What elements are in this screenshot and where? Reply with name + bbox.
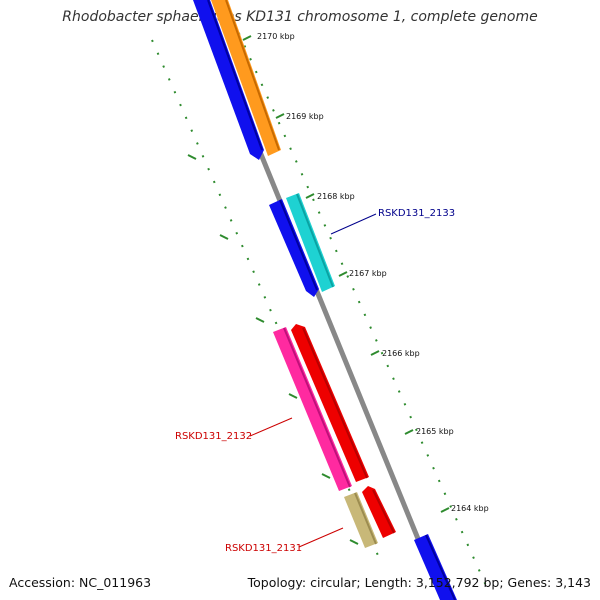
gene-blue-middle[interactable] bbox=[269, 199, 319, 297]
gene-khaki[interactable] bbox=[344, 492, 378, 548]
gene-label-rskd131-2131[interactable]: RSKD131_2131 bbox=[225, 543, 302, 554]
tick-label-2165: 2165 kbp bbox=[416, 427, 454, 436]
tick-label-2168: 2168 kbp bbox=[317, 192, 355, 201]
topology-text: Topology: circular; Length: 3,152,792 bp… bbox=[247, 575, 591, 590]
gene-orange[interactable] bbox=[211, 0, 281, 156]
label-line-2133 bbox=[330, 213, 377, 235]
label-line-2131 bbox=[298, 527, 344, 548]
gene-red-lower[interactable] bbox=[362, 486, 396, 538]
accession-text: Accession: NC_011963 bbox=[9, 575, 152, 590]
gene-label-rskd131-2132[interactable]: RSKD131_2132 bbox=[175, 431, 252, 442]
tick-label-2169: 2169 kbp bbox=[286, 112, 324, 121]
gene-pink[interactable] bbox=[273, 327, 352, 491]
map-title: Rhodobacter sphaeroides KD131 chromosome… bbox=[62, 9, 538, 25]
gene-cyan[interactable] bbox=[286, 193, 335, 292]
outer-major-ticks bbox=[242, 35, 450, 513]
gene-blue-top[interactable] bbox=[193, 0, 264, 160]
gene-label-rskd131-2133[interactable]: RSKD131_2133 bbox=[378, 208, 455, 219]
gene-red-upper[interactable] bbox=[291, 324, 369, 482]
gene-blue-bottom[interactable] bbox=[414, 534, 457, 600]
tick-label-2167: 2167 kbp bbox=[349, 269, 387, 278]
tick-label-2164: 2164 kbp bbox=[451, 504, 489, 513]
label-line-2132 bbox=[249, 417, 293, 437]
inner-major-ticks bbox=[187, 154, 359, 545]
tick-label-2166: 2166 kbp bbox=[382, 349, 420, 358]
tick-label-2170: 2170 kbp bbox=[257, 32, 295, 41]
